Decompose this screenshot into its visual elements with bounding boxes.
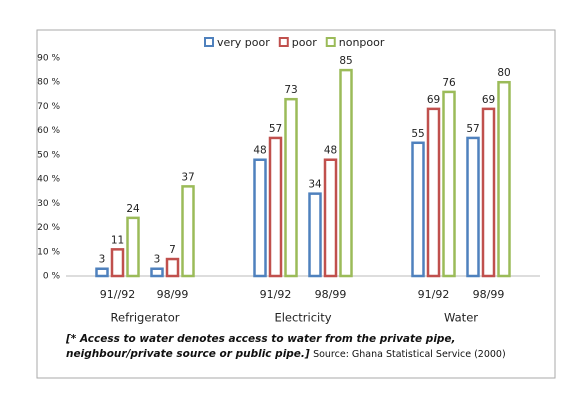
value-label: 73	[284, 84, 297, 96]
value-label: 80	[497, 67, 510, 79]
legend-label: very poor	[217, 36, 270, 49]
value-label: 85	[339, 55, 352, 67]
legend-swatch	[325, 37, 336, 47]
value-label: 55	[411, 128, 424, 140]
legend-label: nonpoor	[339, 36, 385, 49]
y-tick-label: 40 %	[37, 175, 60, 185]
group-label: Electricity	[274, 311, 331, 325]
bar	[95, 267, 109, 278]
bar	[497, 80, 511, 278]
y-tick-label: 20 %	[37, 223, 60, 233]
y-tick-label: 50 %	[37, 150, 60, 160]
value-label: 69	[427, 94, 440, 106]
y-tick-label: 30 %	[37, 199, 60, 209]
value-label: 24	[126, 203, 140, 215]
bar	[165, 257, 180, 278]
note: [* Access to water denotes access to wat…	[66, 333, 456, 360]
value-label: 11	[111, 234, 124, 246]
bar	[253, 158, 267, 278]
bar	[323, 158, 338, 278]
bar	[110, 248, 125, 278]
value-label: 37	[181, 171, 194, 183]
bar	[150, 267, 164, 278]
x-tick-label: 91//92	[100, 288, 135, 301]
bar	[268, 136, 283, 278]
y-tick-label: 70 %	[37, 102, 60, 112]
bar	[411, 141, 425, 278]
y-tick-label: 0 %	[43, 272, 61, 282]
bar	[481, 107, 496, 278]
value-label: 57	[466, 123, 479, 135]
value-label: 3	[99, 254, 106, 266]
x-tick-label: 98/99	[315, 288, 347, 301]
value-label: 76	[442, 77, 456, 89]
bar	[442, 90, 456, 278]
bar	[126, 216, 140, 278]
x-tick-label: 98/99	[157, 288, 189, 301]
source: Source: Ghana Statistical Service (2000)	[313, 349, 506, 360]
y-tick-label: 90 %	[37, 54, 60, 64]
y-tick-label: 10 %	[37, 247, 60, 257]
group-label: Refrigerator	[111, 311, 180, 325]
x-tick-label: 91/92	[418, 288, 450, 301]
value-label: 48	[253, 145, 266, 157]
x-tick-label: 91/92	[260, 288, 292, 301]
y-tick-label: 60 %	[37, 126, 60, 136]
value-label: 3	[154, 254, 161, 266]
group-label: Water	[444, 311, 478, 325]
bar	[308, 192, 322, 278]
value-label: 34	[308, 179, 322, 191]
value-label: 69	[482, 94, 495, 106]
legend-label: poor	[292, 36, 317, 49]
value-label: 48	[324, 145, 337, 157]
y-tick-label: 80 %	[37, 78, 60, 88]
value-label: 57	[269, 123, 282, 135]
footnote: [* Access to water denotes access to wat…	[66, 332, 536, 362]
bar	[426, 107, 441, 278]
legend-swatch	[204, 37, 214, 47]
legend-swatch	[278, 37, 289, 47]
bar	[466, 136, 480, 278]
x-tick-label: 98/99	[473, 288, 505, 301]
bar	[339, 68, 353, 278]
value-label: 7	[169, 244, 176, 256]
bar	[181, 185, 195, 278]
bar	[284, 97, 298, 278]
